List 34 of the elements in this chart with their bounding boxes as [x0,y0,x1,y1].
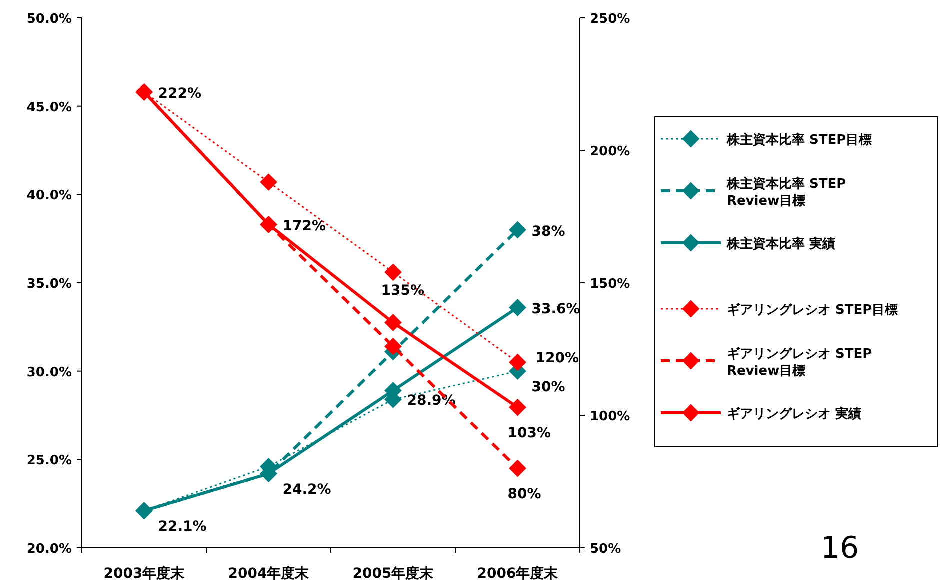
data-label: 172% [282,218,326,235]
y-tick-label: 35.0% [26,277,72,292]
y-tick-label: 40.0% [26,188,72,204]
y2-tick-label: 250% [590,12,630,27]
y-tick-label: 50.0% [26,12,72,27]
data-label: 80% [508,486,542,502]
y-tick-label: 25.0% [26,454,72,469]
data-label: 120% [536,350,580,366]
legend-label: ギアリングレシオ 実績 [727,406,862,422]
legend-label: 株主資本比率 STEP Review目標 [726,176,846,209]
x-tick-label: 2003年度末 [104,565,186,582]
legend-label: ギアリングレシオ STEP目標 [727,303,898,318]
y2-tick-label: 200% [590,144,630,160]
x-tick-label: 2005年度末 [352,565,435,582]
legend-label: 株主資本比率 実績 [726,236,836,252]
data-label: 33.6% [532,302,580,318]
y-tick-label: 30.0% [26,365,72,380]
legend-label: ギアリングレシオ STEP Review目標 [727,347,872,379]
y2-tick-label: 150% [590,277,630,292]
legend-label: 株主資本比率 STEP目標 [726,132,872,148]
data-label: 22.1% [158,518,207,535]
x-tick-label: 2006年度末 [477,565,560,582]
y-tick-label: 45.0% [26,100,72,116]
data-label: 38% [532,224,566,240]
y2-tick-label: 100% [590,410,630,424]
data-label: 30% [532,379,566,396]
y2-tick-label: 50% [590,542,622,557]
data-label: 103% [508,426,552,442]
x-tick-label: 2004年度末 [228,565,310,582]
data-label: 222% [158,86,202,102]
data-label: 135% [381,282,425,299]
text: 16 [820,531,860,566]
data-label: 24.2% [282,482,332,498]
y-tick-label: 20.0% [26,542,72,557]
